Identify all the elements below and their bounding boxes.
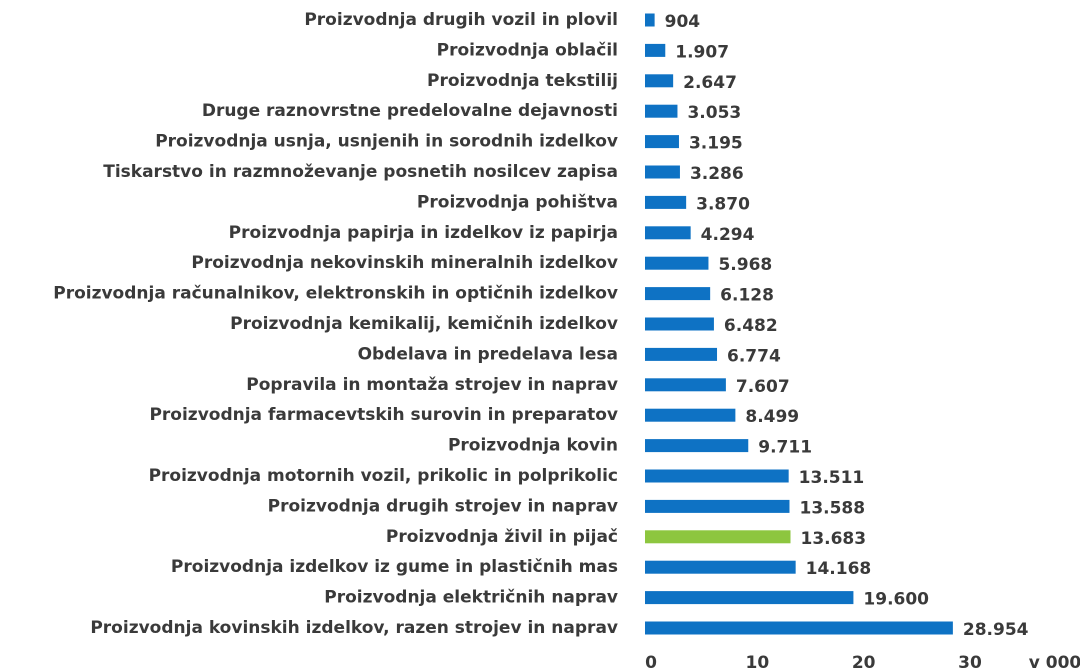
value-label: 3.195 xyxy=(689,134,743,154)
category-label: Obdelava in predelava lesa xyxy=(358,344,618,364)
bar xyxy=(645,408,736,422)
x-tick-label: 30 xyxy=(958,653,982,671)
bar xyxy=(645,165,680,179)
value-label: 2.647 xyxy=(683,73,737,93)
category-label: Proizvodnja motornih vozil, prikolic in … xyxy=(149,466,618,486)
bar xyxy=(645,560,796,574)
category-label: Proizvodnja usnja, usnjenih in sorodnih … xyxy=(155,132,618,152)
value-label: 7.607 xyxy=(736,377,790,397)
bar xyxy=(645,43,666,57)
bar xyxy=(645,226,691,240)
bar xyxy=(645,378,726,392)
value-label: 28.954 xyxy=(963,620,1029,640)
category-label: Proizvodnja kovin xyxy=(448,436,618,456)
value-label: 904 xyxy=(665,12,701,32)
value-label: 3.286 xyxy=(690,164,744,184)
value-label: 13.511 xyxy=(799,468,865,488)
category-label: Proizvodnja izdelkov iz gume in plastičn… xyxy=(171,557,618,577)
category-label: Proizvodnja pohištva xyxy=(417,192,618,212)
bar xyxy=(645,195,687,209)
value-label: 9.711 xyxy=(758,438,812,458)
value-label: 4.294 xyxy=(701,225,755,245)
value-label: 3.870 xyxy=(696,194,750,214)
category-label: Proizvodnja farmacevtskih surovin in pre… xyxy=(149,405,618,425)
category-label: Proizvodnja papirja in izdelkov iz papir… xyxy=(229,223,618,243)
bar xyxy=(645,135,679,149)
value-label: 14.168 xyxy=(806,559,872,579)
bar xyxy=(645,256,709,270)
bar xyxy=(645,530,791,544)
bar xyxy=(645,347,718,361)
category-label: Proizvodnja drugih strojev in naprav xyxy=(268,496,618,516)
value-label: 6.774 xyxy=(727,346,781,366)
bar xyxy=(645,74,674,88)
x-tick-label: 0 xyxy=(645,653,657,671)
bar xyxy=(645,317,714,331)
category-label: Proizvodnja kovinskih izdelkov, razen st… xyxy=(90,618,618,638)
category-label: Proizvodnja živil in pijač xyxy=(386,527,618,547)
bar xyxy=(645,287,711,301)
bar xyxy=(645,13,655,27)
category-label: Proizvodnja oblačil xyxy=(437,40,618,60)
category-label: Proizvodnja tekstilij xyxy=(427,71,618,91)
category-label: Popravila in montaža strojev in naprav xyxy=(246,375,618,395)
value-label: 8.499 xyxy=(745,407,799,427)
category-label: Proizvodnja računalnikov, elektronskih i… xyxy=(53,284,618,304)
bar xyxy=(645,499,790,513)
x-axis-label: v 000 xyxy=(1029,653,1080,671)
value-label: 19.600 xyxy=(863,590,929,610)
value-label: 3.053 xyxy=(687,103,741,123)
value-label: 6.128 xyxy=(720,286,774,306)
bar xyxy=(645,469,789,483)
x-tick-label: 10 xyxy=(745,653,769,671)
category-label: Druge raznovrstne predelovalne dejavnost… xyxy=(202,101,618,121)
category-label: Tiskarstvo in razmnoževanje posnetih nos… xyxy=(103,162,618,182)
value-label: 5.968 xyxy=(718,255,772,275)
value-label: 1.907 xyxy=(675,42,729,62)
bar xyxy=(645,591,854,605)
value-label: 13.588 xyxy=(799,498,865,518)
bar xyxy=(645,621,953,635)
category-label: Proizvodnja električnih naprav xyxy=(324,588,618,608)
bar xyxy=(645,439,749,453)
category-label: Proizvodnja drugih vozil in plovil xyxy=(304,10,618,30)
value-label: 6.482 xyxy=(724,316,778,336)
value-label: 13.683 xyxy=(800,529,866,549)
category-label: Proizvodnja nekovinskih mineralnih izdel… xyxy=(191,253,618,273)
category-label: Proizvodnja kemikalij, kemičnih izdelkov xyxy=(230,314,618,334)
bar xyxy=(645,104,678,118)
x-tick-label: 20 xyxy=(852,653,876,671)
